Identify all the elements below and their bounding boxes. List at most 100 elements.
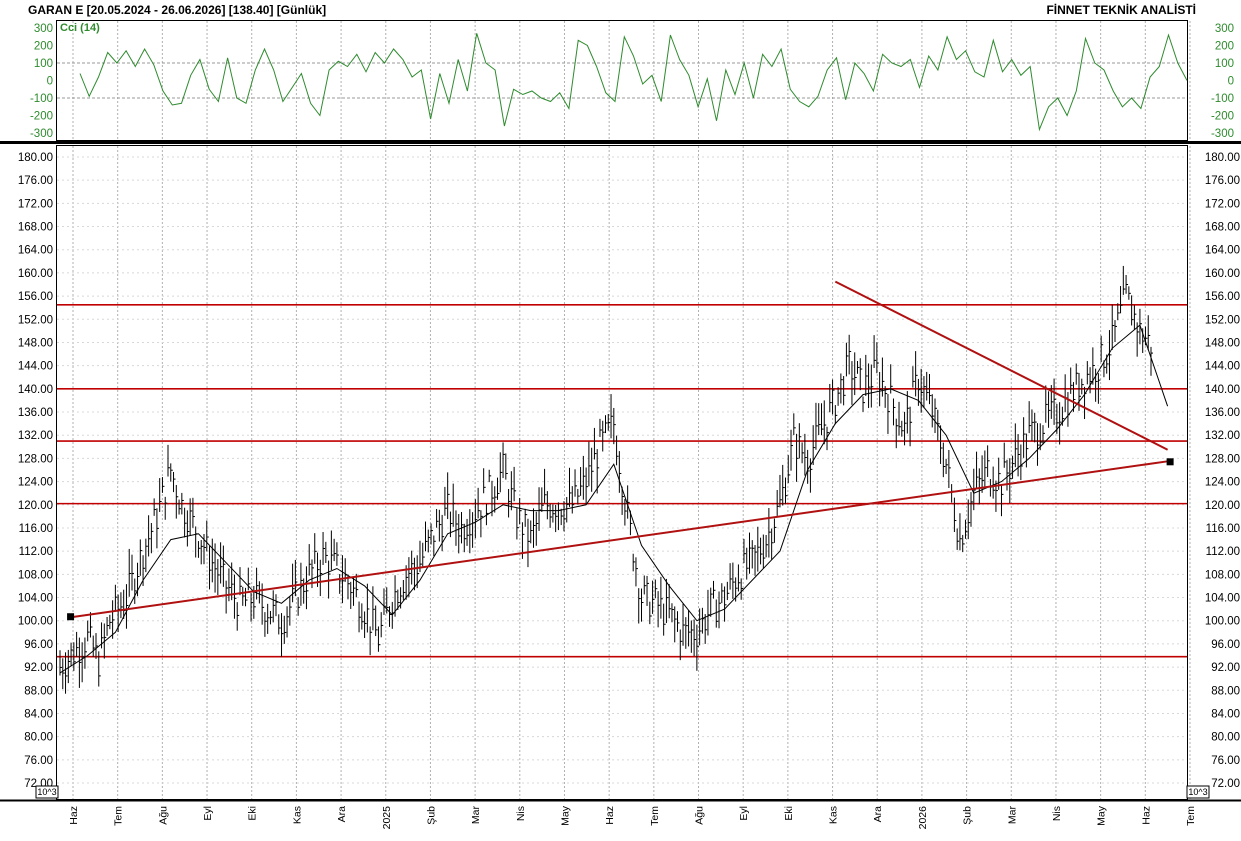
- scale-label-left: 10^3: [37, 787, 56, 797]
- cci-tick-label-left: -100: [30, 93, 53, 105]
- month-tick-label: Tem: [113, 806, 125, 826]
- level-lines-layer: [57, 304, 1187, 658]
- price-tick-label-left: 140.00: [18, 384, 53, 396]
- moving-average-line: [59, 324, 1169, 674]
- price-tick-label-left: 152.00: [18, 314, 53, 326]
- price-tick-label-right: 180.00: [1205, 152, 1240, 164]
- price-tick-label-right: 76.00: [1211, 755, 1240, 767]
- scale-box-left: [35, 785, 59, 799]
- price-tick-label-left: 128.00: [18, 453, 53, 465]
- price-tick-label-left: 84.00: [24, 708, 53, 720]
- price-bars-layer: [59, 265, 1154, 694]
- price-tick-label-left: 104.00: [18, 593, 53, 605]
- price-tick-label-left: 120.00: [18, 500, 53, 512]
- month-tick-label: Ara: [336, 806, 348, 823]
- price-tick-label-left: 112.00: [19, 546, 53, 558]
- cci-tick-label-left: 300: [34, 23, 53, 35]
- grid-layer: [57, 21, 1191, 799]
- price-tick-label-right: 156.00: [1205, 291, 1240, 303]
- price-tick-label-left: 96.00: [24, 639, 53, 651]
- month-tick-label: Haz: [68, 806, 80, 825]
- trend-line: [834, 280, 1169, 451]
- cci-tick-label-left: 0: [47, 76, 53, 88]
- price-tick-label-right: 176.00: [1205, 175, 1240, 187]
- price-tick-label-left: 172.00: [18, 198, 53, 210]
- month-tick-label: Haz: [604, 806, 616, 825]
- price-tick-label-right: 112.00: [1206, 546, 1240, 558]
- cci-legend-label: Cci (14): [60, 22, 100, 34]
- price-tick-label-left: 116.00: [19, 523, 53, 535]
- cci-tick-label-right: -100: [1211, 93, 1234, 105]
- price-tick-label-left: 148.00: [18, 337, 53, 349]
- cci-tick-label-right: 200: [1215, 41, 1234, 53]
- price-tick-label-right: 132.00: [1205, 430, 1240, 442]
- chart-title: GARAN E [20.05.2024 - 26.06.2026] [138.4…: [28, 3, 326, 17]
- cci-tick-label-left: -200: [30, 111, 53, 123]
- month-tick-label: Eki: [783, 806, 795, 821]
- price-tick-label-right: 164.00: [1205, 245, 1240, 257]
- price-tick-label-right: 136.00: [1205, 407, 1240, 419]
- price-tick-label-right: 88.00: [1211, 685, 1240, 697]
- price-tick-label-right: 72.00: [1211, 778, 1240, 790]
- month-tick-label: Eki: [247, 806, 259, 821]
- month-tick-label: May: [1096, 805, 1108, 826]
- price-tick-label-right: 152.00: [1205, 314, 1240, 326]
- trend-line: [70, 460, 1168, 619]
- month-tick-label: Tem: [1185, 806, 1197, 826]
- price-tick-label-left: 164.00: [18, 245, 53, 257]
- price-tick-label-left: 100.00: [18, 616, 53, 628]
- price-tick-label-right: 80.00: [1211, 732, 1240, 744]
- axis-labels-layer: Haz Tem Ağu Eyl Eki Kas Ara 2025 Şub Mar Nis May Haz…: [18, 23, 1240, 829]
- month-tick-label: 2025: [381, 806, 393, 830]
- cci-tick-label-right: 0: [1228, 76, 1234, 88]
- price-tick-label-right: 92.00: [1211, 662, 1240, 674]
- cci-tick-label-left: 200: [34, 41, 53, 53]
- price-tick-label-right: 100.00: [1205, 616, 1240, 628]
- cci-tick-label-right: -300: [1211, 128, 1234, 140]
- price-tick-label-right: 144.00: [1205, 361, 1240, 373]
- price-tick-label-left: 136.00: [18, 407, 53, 419]
- month-tick-label: Ağu: [694, 806, 706, 825]
- cci-tick-label-right: 300: [1215, 23, 1234, 35]
- price-tick-label-left: 176.00: [18, 175, 53, 187]
- month-tick-label: Ara: [872, 806, 884, 823]
- price-tick-label-left: 160.00: [18, 268, 53, 280]
- price-tick-label-right: 148.00: [1205, 337, 1240, 349]
- price-tick-label-right: 84.00: [1211, 708, 1240, 720]
- month-tick-label: Tem: [649, 806, 661, 826]
- cci-panel-frame: [56, 20, 1188, 141]
- price-tick-label-left: 144.00: [18, 361, 53, 373]
- price-tick-label-left: 92.00: [24, 662, 53, 674]
- month-tick-label: Nis: [1051, 806, 1063, 821]
- price-tick-label-left: 180.00: [18, 152, 53, 164]
- price-tick-label-right: 124.00: [1205, 477, 1240, 489]
- cci-tick-label-right: 100: [1215, 58, 1234, 70]
- price-tick-label-right: 108.00: [1205, 569, 1240, 581]
- price-tick-label-right: 172.00: [1205, 198, 1240, 210]
- month-tick-label: Mar: [1006, 806, 1018, 825]
- month-tick-label: Mar: [470, 806, 482, 825]
- price-tick-label-left: 108.00: [18, 569, 53, 581]
- cci-tick-label-right: -200: [1211, 111, 1234, 123]
- price-tick-label-right: 96.00: [1211, 639, 1240, 651]
- month-tick-label: Nis: [515, 806, 527, 821]
- month-tick-label: Eyl: [738, 806, 750, 821]
- month-tick-label: 2026: [917, 806, 929, 830]
- scale-box-right: [1186, 785, 1210, 799]
- trend-line-end-marker: [1166, 458, 1174, 466]
- month-tick-label: Kas: [291, 806, 303, 824]
- price-tick-label-right: 104.00: [1205, 593, 1240, 605]
- price-tick-label-right: 128.00: [1205, 453, 1240, 465]
- cci-series-line: [79, 33, 1188, 132]
- price-tick-label-left: 132.00: [18, 430, 53, 442]
- month-tick-label: Kas: [828, 806, 840, 824]
- month-tick-label: Şub: [962, 806, 974, 825]
- price-tick-label-left: 156.00: [18, 291, 53, 303]
- price-tick-label-right: 116.00: [1206, 523, 1240, 535]
- price-tick-label-left: 88.00: [24, 685, 53, 697]
- price-tick-label-left: 124.00: [18, 477, 53, 489]
- brand-label: FİNNET TEKNİK ANALİSTİ: [1046, 2, 1196, 17]
- price-tick-label-left: 80.00: [24, 732, 53, 744]
- price-tick-label-right: 140.00: [1205, 384, 1240, 396]
